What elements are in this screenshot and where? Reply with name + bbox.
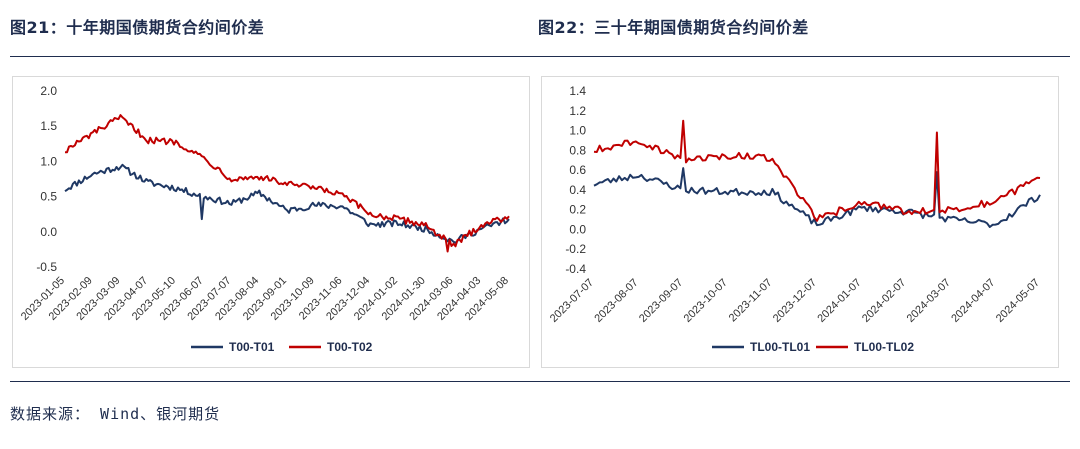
- x-tick-label: 2023-10-07: [682, 277, 730, 325]
- y-tick-label: 1.2: [569, 104, 586, 118]
- x-tick-label: 2023-08-07: [592, 277, 640, 325]
- y-tick-label: -0.2: [565, 242, 586, 256]
- y-tick-label: 2.0: [40, 84, 57, 98]
- source-value: Wind、银河期货: [90, 405, 221, 423]
- y-tick-label: 0.6: [569, 163, 586, 177]
- x-tick-label: 2024-02-07: [860, 277, 908, 325]
- y-tick-label: 0.4: [569, 183, 586, 197]
- x-tick-label: 2024-01-07: [815, 277, 863, 325]
- y-tick-label: 0.5: [40, 190, 57, 204]
- figure-title-right: 图22：三十年期国债期货合约间价差: [538, 18, 809, 37]
- y-tick-label: 1.0: [40, 154, 57, 168]
- x-tick-label: 2023-07-07: [548, 277, 596, 325]
- y-tick-label: 0.2: [569, 203, 586, 217]
- x-tick-label: 2024-04-07: [949, 277, 997, 325]
- source-label: 数据来源：: [10, 405, 91, 423]
- y-tick-label: 1.5: [40, 119, 57, 133]
- series-line-t00-t02: [64, 114, 510, 253]
- y-tick-label: 1.4: [569, 84, 586, 98]
- legend-label: TL00-TL02: [854, 340, 914, 354]
- y-tick-label: -0.4: [565, 262, 586, 276]
- legend-label: T00-T02: [327, 340, 373, 354]
- data-source: 数据来源： Wind、银河期货: [10, 403, 220, 424]
- x-tick-label: 2023-12-07: [771, 277, 819, 325]
- x-tick-label: 2023-11-07: [727, 277, 775, 325]
- series-line-t00-t01: [64, 163, 510, 244]
- legend-label: TL00-TL01: [750, 340, 810, 354]
- series-line-tl00-tl02: [593, 119, 1041, 222]
- thirty-year-spread-chart: 1.4 1.2 1.0 0.8 0.6 0.4 0.2 0.0 -0.2 -0.42023-07-…: [548, 84, 1042, 354]
- legend-label: T00-T01: [229, 340, 275, 354]
- top-rule: [10, 56, 1070, 57]
- y-tick-label: 0.8: [569, 143, 586, 157]
- y-tick-label: -0.5: [36, 260, 57, 274]
- x-tick-label: 2023-09-07: [637, 277, 685, 325]
- y-tick-label: 0.0: [569, 222, 586, 236]
- y-tick-label: 0.0: [40, 225, 57, 239]
- chart-panel-left: 2.0 1.5 1.0 0.5 0.0 -0.5 2023-01-05 2023-02-09 2…: [12, 76, 530, 368]
- figure-title-left: 图21：十年期国债期货合约间价差: [10, 18, 265, 37]
- y-tick-label: 1.0: [569, 124, 586, 138]
- chart-panel-right: 1.4 1.2 1.0 0.8 0.6 0.4 0.2 0.0 -0.2 -0.4 2023-07-…: [541, 76, 1059, 368]
- x-tick-label: 2024-05-07: [994, 277, 1042, 325]
- ten-year-spread-chart: 2.01.51.00.50.0-0.52023-01-052023-02-092…: [19, 84, 511, 354]
- bottom-rule: [10, 381, 1070, 382]
- x-tick-label: 2024-03-07: [905, 277, 953, 325]
- series-line-tl00-tl01: [593, 167, 1041, 228]
